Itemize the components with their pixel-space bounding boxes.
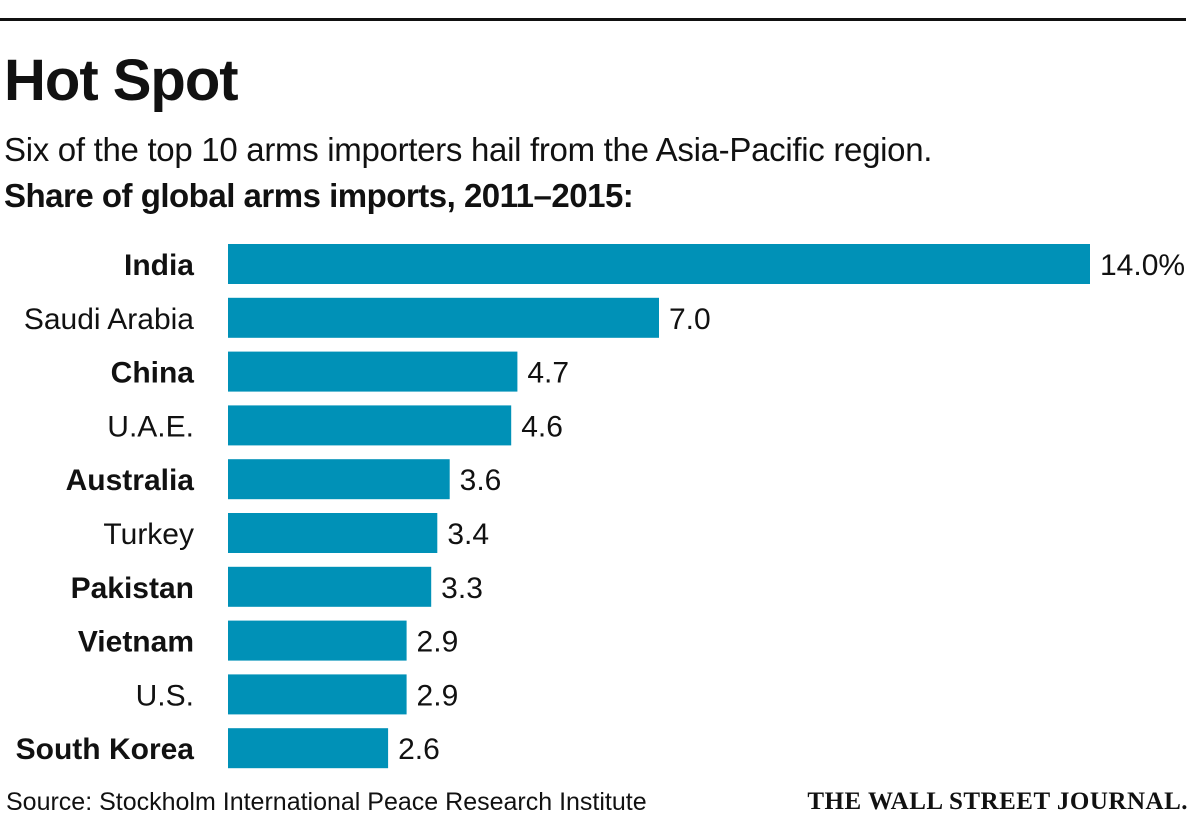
- category-label: U.S.: [136, 679, 194, 712]
- category-label: U.A.E.: [107, 410, 194, 443]
- bar: [228, 728, 389, 769]
- bar: [228, 351, 518, 392]
- bar: [228, 620, 407, 661]
- value-label: 2.9: [417, 679, 459, 712]
- bar: [228, 405, 512, 446]
- bar: [228, 244, 1090, 284]
- value-label: 2.6: [398, 733, 440, 766]
- source-note: Source: Stockholm International Peace Re…: [6, 788, 647, 816]
- category-label: South Korea: [16, 733, 195, 766]
- value-label: 14.0%: [1100, 249, 1185, 282]
- value-label: 7.0: [669, 303, 711, 336]
- value-label: 2.9: [417, 626, 459, 659]
- bar: [228, 566, 432, 607]
- value-label: 4.7: [527, 357, 569, 390]
- category-label: India: [124, 249, 194, 282]
- category-label: Pakistan: [71, 572, 194, 605]
- value-label: 4.6: [521, 410, 563, 443]
- publisher-logo: THE WALL STREET JOURNAL.: [807, 788, 1188, 815]
- category-label: Australia: [66, 464, 195, 497]
- value-label: 3.3: [441, 572, 483, 605]
- value-label: 3.4: [447, 518, 489, 551]
- chart-title: Hot Spot: [4, 48, 239, 113]
- bar: [228, 459, 450, 500]
- top-rule: [0, 18, 1186, 21]
- chart-subtitle: Six of the top 10 arms importers hail fr…: [4, 131, 933, 168]
- category-label: Turkey: [103, 518, 194, 551]
- category-label: Vietnam: [78, 626, 194, 659]
- bar: [228, 513, 438, 553]
- bar: [228, 297, 659, 338]
- value-label: 3.6: [460, 464, 502, 497]
- chart-unit-label: Share of global arms imports, 2011–2015:: [4, 177, 634, 214]
- category-label: China: [111, 357, 195, 390]
- bar-chart: India 14.0% Saudi Arabia 7.0 China 4.7 U.A.E. 4…: [16, 244, 1185, 769]
- category-label: Saudi Arabia: [24, 303, 194, 336]
- bar: [228, 674, 407, 715]
